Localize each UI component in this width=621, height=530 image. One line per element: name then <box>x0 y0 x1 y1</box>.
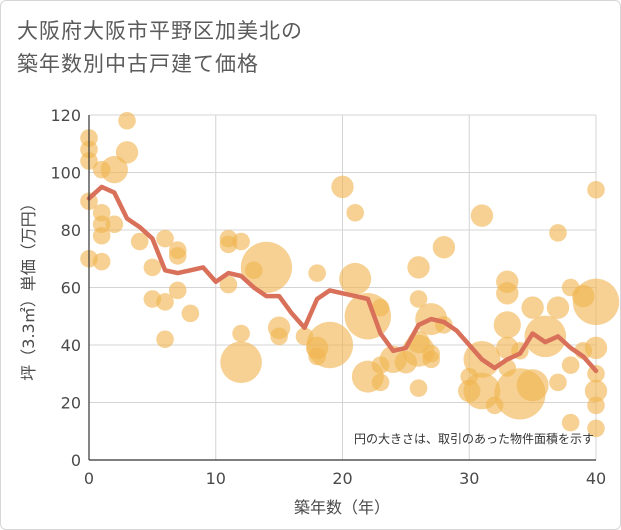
data-bubble <box>100 156 128 184</box>
data-bubble <box>371 298 390 317</box>
y-tick-label: 40 <box>61 336 81 355</box>
data-bubble <box>422 350 441 369</box>
y-axis-label: 坪（3.3㎡）単価（万円） <box>19 195 38 380</box>
data-bubble <box>156 293 174 311</box>
data-bubble <box>587 419 605 438</box>
size-annotation: 円の大きさは、取引のあった物件面積を示す <box>354 431 594 446</box>
data-bubble <box>409 379 428 397</box>
y-tick-label: 100 <box>50 164 81 183</box>
data-bubble <box>546 296 570 319</box>
data-bubble <box>524 315 567 358</box>
data-bubble <box>115 141 139 164</box>
data-bubble <box>407 256 430 279</box>
y-tick-label: 60 <box>61 279 81 298</box>
x-axis-label: 築年数（年） <box>294 498 390 517</box>
y-tick-label: 120 <box>50 106 81 125</box>
data-bubble <box>219 275 238 294</box>
data-bubble <box>339 262 372 295</box>
axes: 0 20 40 60 80 100 120 0 10 20 30 40 <box>50 106 606 488</box>
data-bubble <box>306 321 354 369</box>
bubble-layer <box>80 111 620 438</box>
data-bubble <box>168 281 187 300</box>
data-bubble <box>156 229 174 248</box>
data-bubble <box>470 204 494 227</box>
data-bubble <box>118 111 136 130</box>
data-bubble <box>549 224 567 242</box>
data-bubble <box>587 180 605 199</box>
data-bubble <box>572 278 620 326</box>
data-bubble <box>496 282 519 305</box>
data-bubble <box>232 324 250 343</box>
data-bubble <box>587 364 605 383</box>
data-bubble <box>331 175 354 199</box>
data-bubble <box>181 304 200 323</box>
data-bubble <box>240 241 293 293</box>
data-bubble <box>92 252 111 271</box>
data-bubble <box>346 203 364 222</box>
data-bubble <box>143 258 162 277</box>
chart-title-line-1: 大阪府大阪市平野区加美北の <box>17 19 303 43</box>
data-bubble <box>130 232 149 251</box>
data-bubble <box>584 379 608 403</box>
data-bubble <box>409 290 428 308</box>
chart-title: 大阪府大阪市平野区加美北の 築年数別中古戸建て価格 <box>17 15 303 81</box>
x-tick-label: 10 <box>206 469 226 488</box>
data-bubble <box>516 369 549 402</box>
data-bubble <box>493 311 521 339</box>
x-tick-label: 20 <box>332 469 352 488</box>
y-tick-label: 80 <box>61 221 81 240</box>
data-bubble <box>220 341 262 384</box>
data-bubble <box>156 330 174 349</box>
data-bubble <box>105 215 124 234</box>
data-bubble <box>168 247 187 265</box>
data-bubble <box>270 327 288 346</box>
data-bubble <box>232 232 250 251</box>
data-bubble <box>584 336 608 360</box>
data-bubble <box>549 373 567 392</box>
x-tick-label: 30 <box>459 469 479 488</box>
x-tick-label: 40 <box>586 469 606 488</box>
y-tick-label: 20 <box>61 394 81 413</box>
data-bubble <box>308 264 326 282</box>
data-bubble <box>92 226 111 245</box>
x-tick-label: 0 <box>84 469 94 488</box>
trend-line-layer <box>86 184 599 374</box>
data-bubble <box>561 413 580 432</box>
chart-title-line-2: 築年数別中古戸建て価格 <box>17 52 259 76</box>
data-bubble <box>587 396 605 415</box>
data-bubble <box>521 296 544 319</box>
data-bubble <box>561 356 580 374</box>
average-price-line <box>86 184 599 374</box>
y-tick-label: 0 <box>71 451 81 470</box>
data-bubble <box>432 236 456 259</box>
data-bubble <box>371 373 390 392</box>
